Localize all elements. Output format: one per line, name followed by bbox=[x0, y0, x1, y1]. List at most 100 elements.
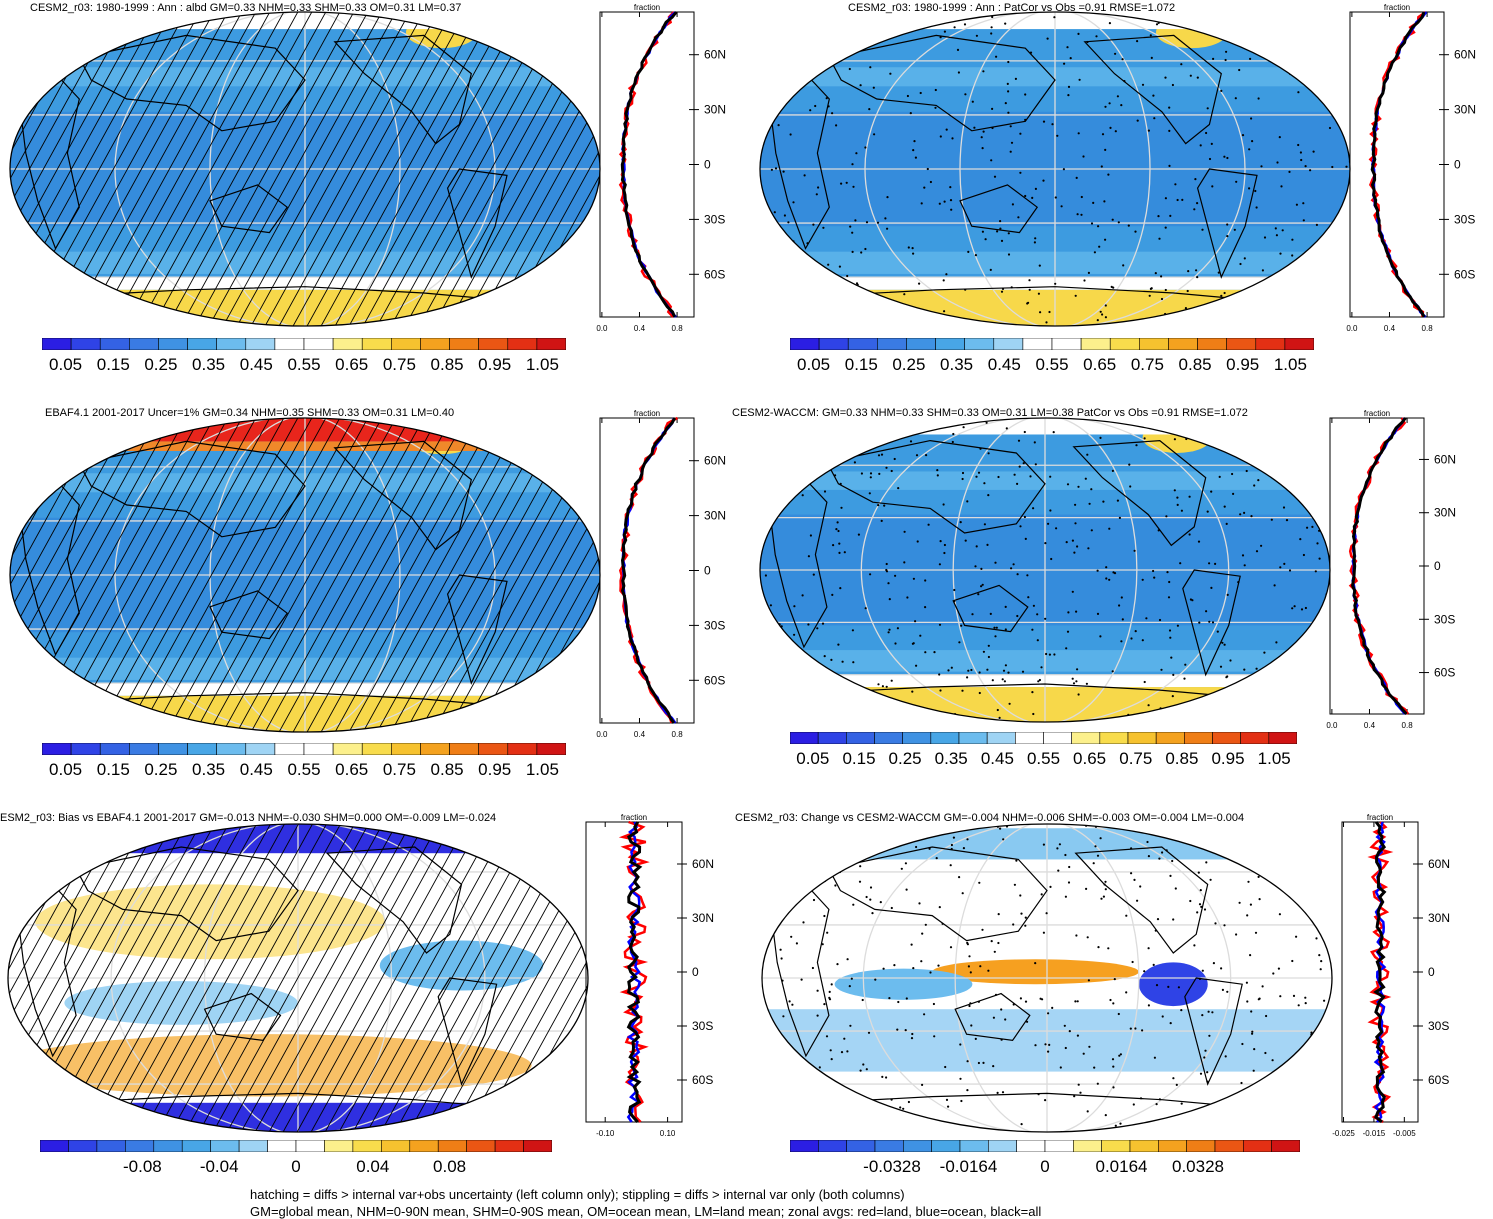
colorbar-swatch bbox=[902, 732, 932, 744]
zonal-lat-label: 60N bbox=[1428, 857, 1450, 871]
colorbar-swatch bbox=[158, 338, 188, 350]
colorbar-swatch bbox=[449, 743, 479, 755]
colorbar-swatch bbox=[1080, 338, 1111, 350]
colorbar-tick-label: -0.08 bbox=[123, 1157, 162, 1176]
colorbar-tick-label: 0.08 bbox=[433, 1157, 467, 1176]
graticule bbox=[760, 12, 1350, 326]
colorbar-swatch bbox=[1127, 732, 1157, 744]
graticule bbox=[10, 12, 600, 326]
colorbar-swatch bbox=[245, 338, 276, 350]
colorbar-swatch bbox=[96, 1140, 126, 1152]
colorbar-swatch bbox=[332, 743, 363, 755]
colorbar-swatch bbox=[1197, 338, 1227, 350]
colorbar-swatch bbox=[507, 743, 538, 755]
colorbar-swatch bbox=[187, 743, 217, 755]
panel-title: EBAF4.1 2001-2017 Uncer=1% GM=0.34 NHM=0… bbox=[45, 407, 455, 419]
zonal-x-tick: -0.10 bbox=[596, 1129, 615, 1138]
zonal-lat-label: 30N bbox=[1428, 911, 1450, 925]
colorbar-swatch bbox=[187, 338, 217, 350]
colorbar-swatch bbox=[1139, 338, 1169, 350]
panel-title: CESM2_r03: Change vs CESM2-WACCM GM=-0.0… bbox=[735, 812, 1245, 824]
zonal-lat-label: 0 bbox=[1454, 158, 1461, 172]
colorbar-swatch bbox=[437, 1140, 467, 1152]
colorbar-tick-label: 0.75 bbox=[1119, 749, 1153, 768]
colorbar-tick-label: 0.45 bbox=[239, 760, 273, 779]
colorbar-swatch bbox=[1158, 1140, 1187, 1152]
colorbar-tick-label: 0.15 bbox=[844, 355, 878, 374]
colorbar-swatch bbox=[40, 1140, 69, 1152]
colorbar-swatch bbox=[153, 1140, 183, 1152]
colorbar-swatch bbox=[420, 338, 450, 350]
zonal-mean-plot: fraction 60N 30N 0 30S 60S 0.0 0.4 0.8 bbox=[1346, 3, 1476, 333]
colorbar-tick-label: 0.95 bbox=[478, 355, 512, 374]
panel-title: ESM2_r03: Bias vs EBAF4.1 2001-2017 GM=-… bbox=[0, 812, 497, 824]
zonal-lat-label: 30N bbox=[704, 103, 726, 117]
colorbar-swatch bbox=[332, 338, 363, 350]
zonal-all-line bbox=[626, 821, 643, 1124]
zonal-x-tick: -0.015 bbox=[1363, 1129, 1386, 1138]
zonal-land-line bbox=[1368, 10, 1427, 318]
zonal-lat-label: 60S bbox=[1434, 666, 1455, 680]
colorbar-swatch bbox=[818, 1140, 847, 1152]
colorbar-tick-label: 1.05 bbox=[1257, 749, 1291, 768]
colorbar-swatch bbox=[903, 1140, 932, 1152]
colorbar-swatch bbox=[391, 338, 421, 350]
colorbar-swatch bbox=[68, 1140, 98, 1152]
colorbar-tick-label: 0 bbox=[1040, 1157, 1050, 1176]
colorbar-swatch bbox=[523, 1140, 552, 1152]
colorbar-swatch bbox=[993, 338, 1024, 350]
colorbar-swatch bbox=[1071, 732, 1101, 744]
greenland-ice bbox=[405, 16, 478, 49]
zonal-lat-label: 30S bbox=[1434, 612, 1455, 626]
colorbar-swatch bbox=[1255, 338, 1286, 350]
colorbar-swatch bbox=[536, 338, 566, 350]
map-border bbox=[7, 823, 589, 1133]
colorbar-tick-label: 0.35 bbox=[192, 760, 226, 779]
zonal-x-tick: 0.4 bbox=[1384, 324, 1396, 333]
colorbar-swatch bbox=[1073, 1140, 1102, 1152]
colorbar-swatch bbox=[959, 1140, 989, 1152]
colorbar-swatch bbox=[1101, 1140, 1131, 1152]
colorbar-swatch bbox=[1212, 732, 1241, 744]
zonal-all-line bbox=[620, 11, 678, 318]
colorbar-swatch bbox=[216, 338, 247, 350]
colorbar-swatch bbox=[790, 1140, 819, 1152]
colorbar-swatch bbox=[409, 1140, 439, 1152]
colorbar-swatch bbox=[1044, 1140, 1074, 1152]
world-map bbox=[759, 11, 1351, 327]
colorbar-tick-label: 0.45 bbox=[987, 355, 1021, 374]
footnote-line-1: hatching = diffs > internal var+obs unce… bbox=[250, 1187, 905, 1202]
zonal-all-line bbox=[1373, 821, 1387, 1124]
colorbar-tick-label: 0.85 bbox=[1178, 355, 1212, 374]
colorbar-swatch bbox=[1226, 338, 1257, 350]
colorbar-swatch bbox=[958, 732, 988, 744]
coastlines bbox=[770, 846, 1266, 1110]
colorbar-tick-label: 0.55 bbox=[287, 355, 321, 374]
colorbar-swatch bbox=[988, 1140, 1017, 1152]
colorbar-tick-label: 0.25 bbox=[892, 355, 926, 374]
zonal-ocean-line bbox=[621, 11, 677, 318]
zonal-lat-label: 60N bbox=[704, 454, 726, 468]
colorbar-swatch bbox=[361, 743, 392, 755]
colorbar-swatch bbox=[986, 732, 1016, 744]
zonal-lat-label: 0 bbox=[704, 158, 711, 172]
colorbar-swatch bbox=[238, 1140, 268, 1152]
zonal-land-line bbox=[618, 820, 650, 1123]
zonal-mean-plot: fraction 60N 30N 0 30S 60S 0.0 0.4 0.8 bbox=[1326, 409, 1456, 730]
colorbar-tick-label: 0 bbox=[291, 1157, 301, 1176]
zonal-x-tick: 0.10 bbox=[660, 1129, 676, 1138]
zonal-lat-label: 60S bbox=[704, 267, 725, 281]
zonal-lat-label: 30N bbox=[692, 911, 714, 925]
colorbar-swatch bbox=[507, 338, 538, 350]
colorbar-tick-label: 0.55 bbox=[1026, 749, 1061, 768]
coastlines bbox=[769, 34, 1281, 304]
colorbar-swatch bbox=[874, 1140, 904, 1152]
colorbar-swatch bbox=[324, 1140, 354, 1152]
zonal-units-label: fraction bbox=[634, 3, 660, 12]
colorbar-swatch bbox=[1284, 338, 1314, 350]
graticule bbox=[760, 418, 1330, 722]
colorbar-tick-label: 0.35 bbox=[192, 355, 226, 374]
zonal-mean-plot: fraction 60N 30N 0 30S 60S 0.0 0.4 0.8 bbox=[596, 3, 726, 333]
zonal-lat-label: 30S bbox=[692, 1019, 713, 1033]
colorbar-swatch bbox=[1240, 732, 1270, 744]
